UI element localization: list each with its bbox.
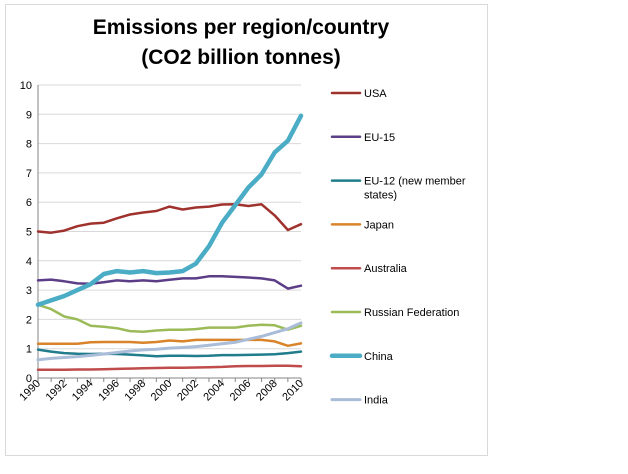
legend-label: USA <box>364 88 387 100</box>
gridlines <box>38 84 301 350</box>
x-tick-label: 2004 <box>201 378 227 404</box>
legend-label: China <box>364 351 394 363</box>
y-tick-label: 4 <box>26 256 32 268</box>
legend-label: EU-15 <box>364 132 395 144</box>
chart-title-line-2: (CO2 billion tonnes) <box>141 46 341 69</box>
x-tick-label: 1994 <box>70 378 96 404</box>
series-line-japan <box>36 338 303 348</box>
y-tick-label: 0 <box>26 373 32 385</box>
y-tick-label: 2 <box>26 314 32 326</box>
chart-frame: Emissions per region/country (CO2 billio… <box>5 4 488 456</box>
x-tick-label: 2010 <box>280 378 306 404</box>
x-tick-label: 2008 <box>254 378 280 404</box>
legend-label: Australia <box>364 263 408 275</box>
legend-label: Japan <box>364 219 394 231</box>
y-tick-label: 9 <box>26 109 32 121</box>
y-tick-label: 6 <box>26 197 32 209</box>
line-chart: Emissions per region/country (CO2 billio… <box>17 16 466 407</box>
legend-label: India <box>364 395 389 407</box>
series-lines <box>35 113 304 372</box>
y-tick-label: 8 <box>26 139 32 151</box>
x-tick-label: 2006 <box>228 378 254 404</box>
series-line-russian-federation <box>36 303 303 333</box>
y-tick-label: 10 <box>20 80 32 92</box>
legend-label: EU-12 (new member states) <box>364 176 466 202</box>
series-line-eu-12-new-member-states <box>36 348 303 358</box>
y-tick-label: 3 <box>26 285 32 297</box>
x-tick-label: 1990 <box>17 378 43 404</box>
x-tick-label: 1996 <box>96 378 122 404</box>
legend: USA EU-15 EU-12 (new member states) Japan Aus… <box>329 88 466 407</box>
y-tick-label: 7 <box>26 168 32 180</box>
series-line-india <box>36 321 303 362</box>
y-tick-label: 1 <box>26 344 32 356</box>
series-line-china <box>35 113 304 308</box>
x-tick-label: 1998 <box>123 378 149 404</box>
y-tick-label: 5 <box>26 227 32 239</box>
series-line-eu-15 <box>36 275 303 290</box>
legend-label: Russian Federation <box>364 307 459 319</box>
series-line-usa <box>36 203 303 234</box>
chart-title-line-1: Emissions per region/country <box>93 16 390 39</box>
x-tick-label: 2000 <box>149 378 175 404</box>
x-tick-label: 2002 <box>175 378 201 404</box>
x-tick-label: 1992 <box>44 378 70 404</box>
series-line-australia <box>36 364 303 372</box>
